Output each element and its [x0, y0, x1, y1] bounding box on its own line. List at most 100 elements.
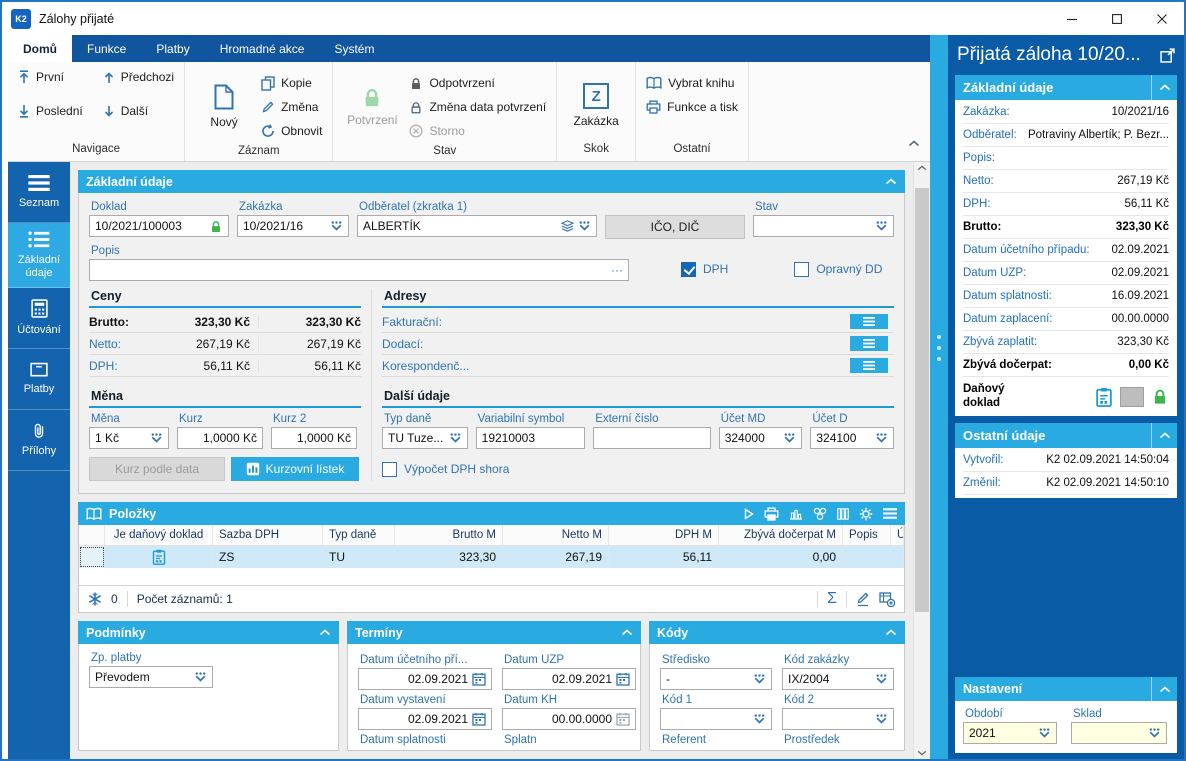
variabilni-symbol-field[interactable]: 19210003 [475, 427, 586, 449]
dropdown-icon[interactable] [1148, 728, 1161, 738]
tab-platby[interactable]: Platby [156, 41, 190, 56]
tab-system[interactable]: Systém [334, 41, 375, 56]
kurzovni-listek-button[interactable]: Kurzovní lístek [231, 457, 359, 481]
collapse-icon[interactable] [1151, 423, 1177, 448]
kurz-field[interactable]: 1,0000 Kč [177, 427, 263, 449]
run-icon[interactable] [744, 508, 754, 520]
copy-button[interactable]: Kopie [261, 71, 322, 95]
kurz2-field[interactable]: 1,0000 Kč [271, 427, 357, 449]
panel-splitter[interactable] [930, 35, 948, 759]
col-brutto-m[interactable]: Brutto M [395, 525, 503, 545]
kurz-podle-data-button[interactable]: Kurz podle data [89, 457, 225, 481]
status-box[interactable] [1120, 386, 1144, 407]
zakazka-field[interactable]: 10/2021/16 [237, 215, 349, 237]
col-je-danovy-doklad[interactable]: Je daňový doklad [105, 525, 213, 545]
edit-icon[interactable] [856, 592, 870, 607]
calendar-icon[interactable] [616, 712, 630, 726]
new-button[interactable]: Nový [195, 70, 253, 143]
row-selector[interactable] [79, 546, 105, 568]
scrollbar-thumb[interactable] [915, 188, 929, 612]
tab-hromadne-akce[interactable]: Hromadné akce [219, 41, 305, 56]
mena-field[interactable]: 1 Kč [89, 427, 169, 449]
col-sazba-dph[interactable]: Sazba DPH [213, 525, 323, 545]
confirm-button[interactable]: Potvrzení [343, 70, 401, 143]
ribbon-collapse-icon[interactable] [908, 135, 920, 153]
kod1-field[interactable] [660, 708, 772, 730]
dropdown-icon[interactable] [783, 433, 796, 443]
print-icon[interactable] [764, 507, 779, 521]
change-confirm-date-button[interactable]: Změna data potvrzení [409, 95, 546, 119]
zp-platby-field[interactable]: Převodem [89, 666, 213, 688]
sidebar-item-platby[interactable]: Platby [8, 349, 70, 411]
collapse-icon[interactable] [885, 178, 897, 185]
sklad-field[interactable] [1071, 722, 1167, 744]
sidebar-item-seznam[interactable]: Seznam [8, 162, 70, 223]
refresh-button[interactable]: Obnovit [261, 119, 322, 143]
collapse-icon[interactable] [1151, 677, 1177, 701]
col-popis[interactable]: Popis [843, 525, 891, 545]
obdobi-field[interactable]: 2021 [963, 722, 1057, 744]
col-netto-m[interactable]: Netto M [503, 525, 609, 545]
dropdown-icon[interactable] [1038, 728, 1051, 738]
collapse-icon[interactable] [885, 629, 897, 636]
popis-field[interactable]: ··· [89, 259, 629, 281]
dph-checkbox[interactable]: DPH [681, 257, 728, 281]
sum-icon[interactable]: Σ [827, 590, 837, 607]
tab-funkce[interactable]: Funkce [87, 41, 127, 56]
tax-doc-icon[interactable] [1095, 387, 1113, 407]
sidebar-item-zakladni-udaje[interactable]: Základní údaje [8, 223, 70, 289]
change-button[interactable]: Změna [261, 95, 322, 119]
dropdown-icon[interactable] [875, 674, 888, 684]
col-ucet[interactable]: Účet [891, 525, 904, 545]
ucet-d-field[interactable]: 324100 [810, 427, 895, 449]
kod-zakazky-field[interactable]: IX/2004 [782, 668, 894, 690]
dropdown-icon[interactable] [875, 714, 888, 724]
dropdown-icon[interactable] [875, 221, 888, 231]
last-button[interactable]: Poslední [18, 99, 83, 123]
collapse-icon[interactable] [621, 629, 633, 636]
ico-dic-button[interactable]: IČO, DIČ [605, 215, 745, 239]
sidebar-item-prilohy[interactable]: Přílohy [8, 410, 70, 472]
datum-vystaveni-field[interactable]: 02.09.2021 [358, 708, 492, 730]
doklad-field[interactable]: 10/2021/100003 [89, 215, 229, 237]
add-table-icon[interactable] [879, 592, 895, 607]
ucet-md-field[interactable]: 324000 [718, 427, 803, 449]
circles-icon[interactable] [813, 507, 827, 520]
tab-domu[interactable]: Domů [8, 35, 72, 62]
col-typ-dane[interactable]: Typ daně [323, 525, 395, 545]
datum-kh-field[interactable]: 00.00.0000 [502, 708, 636, 730]
unconfirm-button[interactable]: Odpotvrzení [409, 71, 546, 95]
menu-icon[interactable] [883, 508, 897, 519]
layers-icon[interactable] [561, 220, 574, 232]
dropdown-icon[interactable] [578, 221, 591, 231]
vertical-scrollbar[interactable] [913, 162, 930, 759]
collapse-icon[interactable] [1151, 75, 1177, 100]
calendar-icon[interactable] [472, 672, 486, 686]
col-dph-m[interactable]: DPH M [609, 525, 719, 545]
odberatel-field[interactable]: ALBERTÍK [357, 215, 597, 237]
externi-cislo-field[interactable] [593, 427, 711, 449]
col-zbyva-docerpat-m[interactable]: Zbývá dočerpat M [719, 525, 843, 545]
select-book-button[interactable]: Vybrat knihu [646, 71, 738, 95]
scroll-down-icon[interactable] [917, 750, 927, 756]
table-row[interactable]: ZS TU 323,30 267,19 56,11 0,00 [79, 546, 904, 568]
columns-icon[interactable] [837, 508, 849, 520]
vypocet-dph-checkbox[interactable]: Výpočet DPH shora [382, 457, 894, 481]
scroll-up-icon[interactable] [917, 165, 927, 171]
dropdown-icon[interactable] [753, 714, 766, 724]
gear-icon[interactable] [859, 507, 873, 521]
datum-ucetniho-field[interactable]: 02.09.2021 [358, 668, 492, 690]
dropdown-icon[interactable] [875, 433, 888, 443]
address-menu-button[interactable] [850, 358, 888, 373]
maximize-button[interactable] [1094, 2, 1139, 35]
dropdown-icon[interactable] [753, 674, 766, 684]
calendar-icon[interactable] [472, 712, 486, 726]
dropdown-icon[interactable] [194, 672, 207, 682]
dropdown-icon[interactable] [330, 221, 343, 231]
close-button[interactable] [1139, 2, 1184, 35]
dropdown-icon[interactable] [150, 433, 163, 443]
stredisko-field[interactable]: - [660, 668, 772, 690]
functions-print-button[interactable]: Funkce a tisk [646, 95, 738, 119]
zakazka-button[interactable]: Z Zakázka [567, 70, 625, 141]
minimize-button[interactable] [1049, 2, 1094, 35]
